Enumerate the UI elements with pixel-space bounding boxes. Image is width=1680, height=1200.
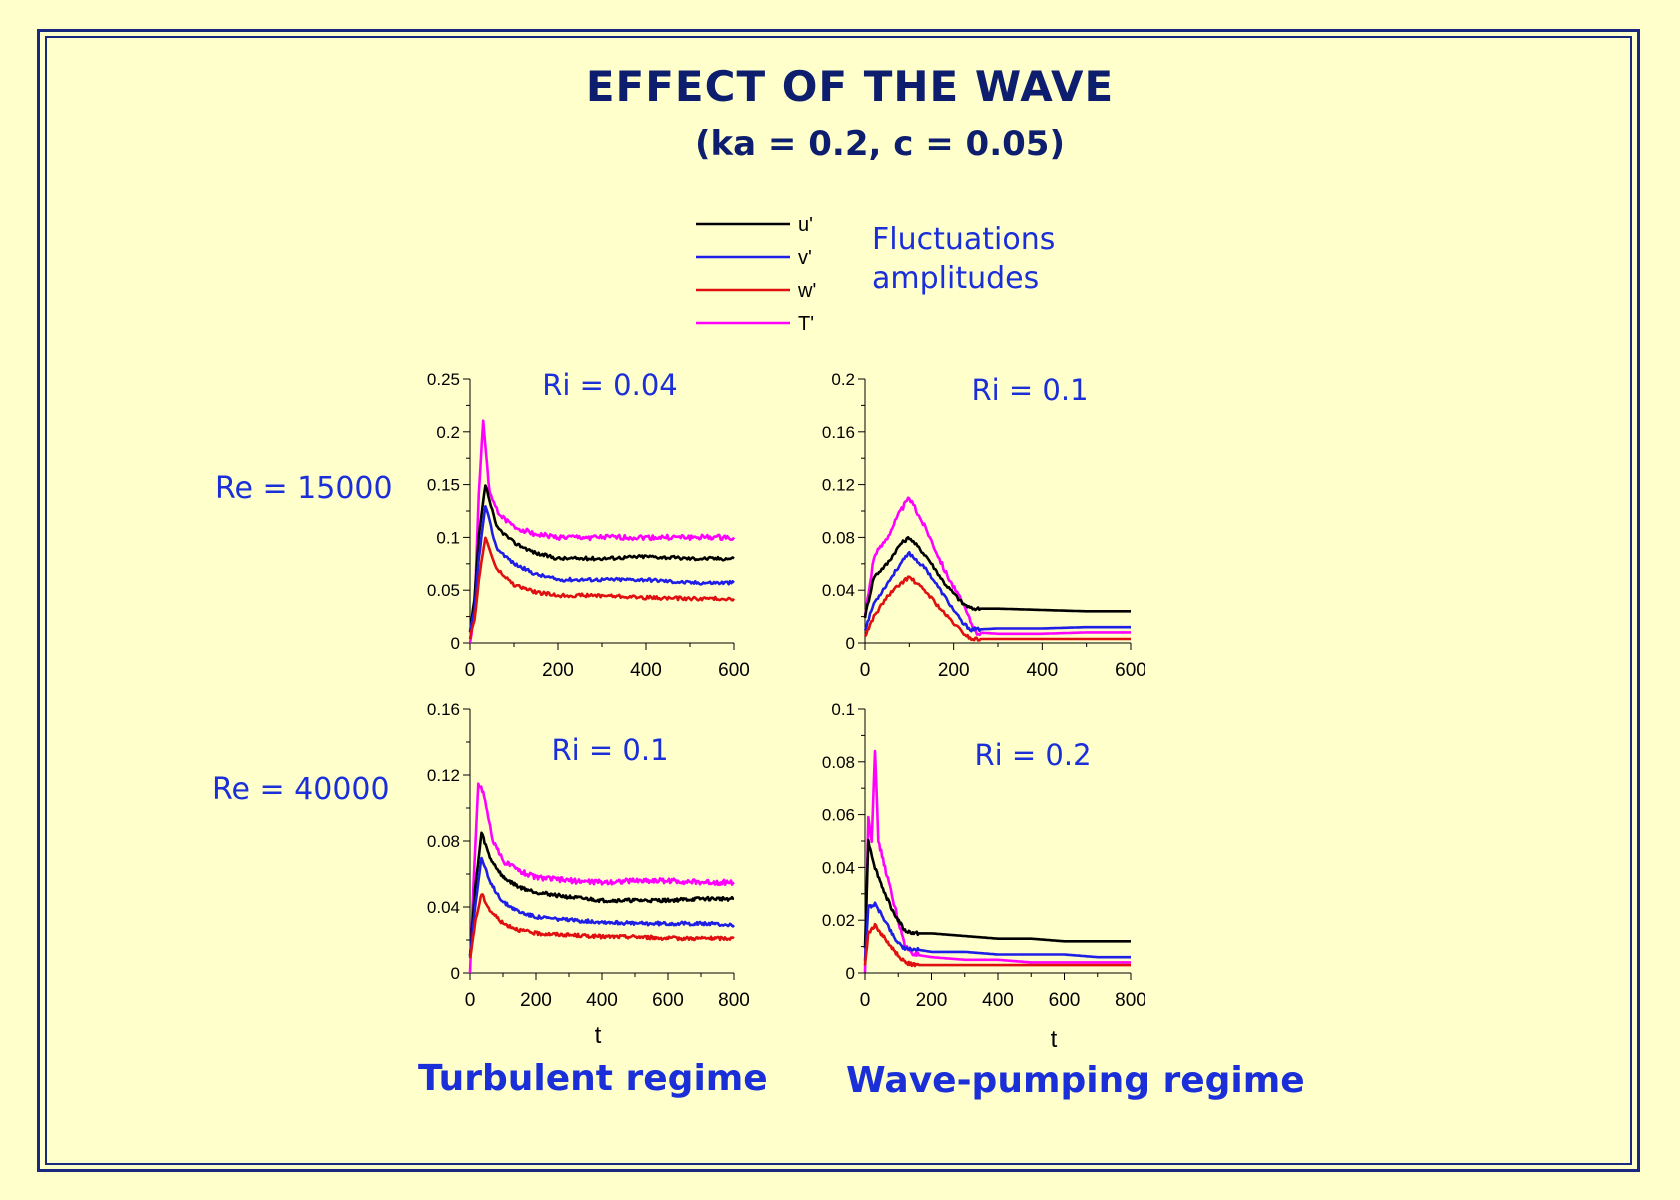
y-tick-label: 0.25 <box>427 370 460 389</box>
y-tick-label: 0.2 <box>436 423 460 442</box>
legend-label-2: w' <box>797 280 816 302</box>
y-tick-label: 0.1 <box>436 528 460 547</box>
x-tick-label: 200 <box>542 660 574 680</box>
legend-label-3: T' <box>798 313 814 335</box>
y-tick-label: 0 <box>846 634 855 653</box>
chart-re40000-ri02: 0 0.02 0.04 0.06 0.08 0.1 0 200 400 600 800 Ri = 0.… <box>822 700 1145 1050</box>
x-tick-label: 0 <box>860 990 871 1011</box>
y-tick-label: 0.1 <box>831 700 855 719</box>
y-tick-label: 0.2 <box>831 370 855 389</box>
chart-title: Ri = 0.2 <box>974 738 1091 772</box>
chart-title: Ri = 0.1 <box>971 373 1088 407</box>
y-tick-label: 0.04 <box>427 898 460 917</box>
series-line-3 <box>468 893 735 959</box>
series-line-3 <box>863 922 1132 968</box>
chart-re40000-ri01: 0 0.04 0.08 0.12 0.16 0 200 400 600 800 Ri = 0.1 t <box>427 700 750 1049</box>
x-tick-label: 400 <box>1026 660 1058 680</box>
series-line-0 <box>468 419 736 644</box>
x-tick-label: 0 <box>465 660 476 680</box>
x-tick-label: 400 <box>982 990 1014 1011</box>
x-tick-label: 400 <box>630 660 662 680</box>
y-tick-label: 0 <box>451 634 460 653</box>
legend-label-1: v' <box>798 247 812 269</box>
series-line-0 <box>863 496 1131 637</box>
y-tick-label: 0.12 <box>427 766 460 785</box>
y-tick-label: 0.04 <box>822 858 855 877</box>
legend: u' v' w' T' <box>696 214 816 335</box>
y-tick-label: 0.04 <box>822 581 855 600</box>
chart-re15000-ri01: 0 0.04 0.08 0.12 0.16 0.2 0 200 400 600 Ri = 0.1 <box>822 370 1145 680</box>
x-tick-label: 600 <box>1049 990 1081 1011</box>
regime-label-turbulent: Turbulent regime <box>418 1058 768 1099</box>
row-label-re-15000: Re = 15000 <box>215 471 393 506</box>
x-tick-label: 200 <box>938 660 970 680</box>
y-tick-label: 0.16 <box>427 700 460 719</box>
x-axis-label: t <box>595 1022 602 1049</box>
y-tick-label: 0.06 <box>822 806 855 825</box>
series-line-1 <box>468 484 735 632</box>
y-tick-label: 0.16 <box>822 423 855 442</box>
chart-re15000-ri004: 0 0.05 0.1 0.15 0.2 0.25 0 200 400 600 Ri = 0.04 <box>427 368 750 680</box>
chart-title: Ri = 0.1 <box>551 733 668 767</box>
x-tick-label: 0 <box>465 990 476 1011</box>
x-tick-label: 600 <box>652 990 684 1011</box>
y-tick-label: 0.02 <box>822 911 855 930</box>
series-line-1 <box>468 831 735 957</box>
x-tick-label: 400 <box>586 990 618 1011</box>
y-tick-label: 0.08 <box>427 832 460 851</box>
series-line-1 <box>863 536 1131 619</box>
y-tick-label: 0.15 <box>427 476 460 495</box>
y-tick-label: 0.08 <box>822 753 855 772</box>
series-line-3 <box>863 575 1131 642</box>
series-line-1 <box>863 838 1132 949</box>
x-tick-label: 800 <box>1115 990 1145 1011</box>
x-tick-label: 800 <box>718 990 750 1011</box>
row-label-re-40000: Re = 40000 <box>212 772 390 807</box>
slide-subtitle: (ka = 0.2, c = 0.05) <box>695 124 1065 164</box>
series-line-2 <box>468 856 735 956</box>
series-line-2 <box>468 505 735 632</box>
x-tick-label: 600 <box>718 660 750 680</box>
series-line-2 <box>863 901 1132 961</box>
series-line-2 <box>863 550 1131 633</box>
y-tick-label: 0 <box>846 964 855 983</box>
legend-caption-line2: amplitudes <box>872 261 1040 296</box>
outer-border <box>37 29 1640 1172</box>
slide-title: EFFECT OF THE WAVE <box>585 62 1115 111</box>
chart-title: Ri = 0.04 <box>542 368 678 402</box>
series-line-3 <box>468 536 736 640</box>
regime-label-wave-pumping: Wave-pumping regime <box>846 1060 1305 1101</box>
y-tick-label: 0.12 <box>822 476 855 495</box>
legend-label-0: u' <box>798 214 813 236</box>
y-tick-label: 0.05 <box>427 581 460 600</box>
legend-caption-line1: Fluctuations <box>872 222 1056 257</box>
x-tick-label: 200 <box>520 990 552 1011</box>
y-tick-label: 0.08 <box>822 528 855 547</box>
x-axis-label: t <box>1051 1026 1058 1050</box>
inner-border <box>45 36 1632 1165</box>
series-line-0 <box>468 782 735 974</box>
y-tick-label: 0 <box>451 964 460 983</box>
x-tick-label: 600 <box>1115 660 1145 680</box>
x-tick-label: 0 <box>860 660 871 680</box>
x-tick-label: 200 <box>916 990 948 1011</box>
